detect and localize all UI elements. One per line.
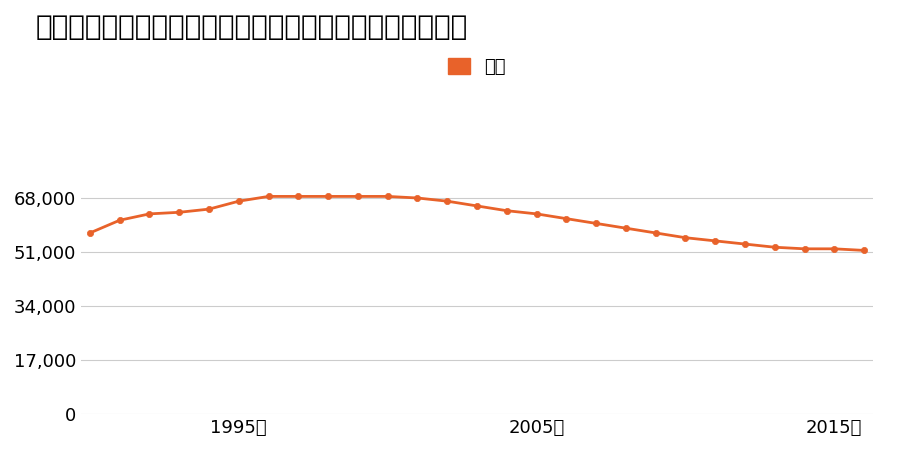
Legend: 価格: 価格 bbox=[441, 50, 513, 83]
Text: 宮崎県宮崎市大字島之内字松下２２４８番１外の地価推移: 宮崎県宮崎市大字島之内字松下２２４８番１外の地価推移 bbox=[36, 14, 468, 41]
